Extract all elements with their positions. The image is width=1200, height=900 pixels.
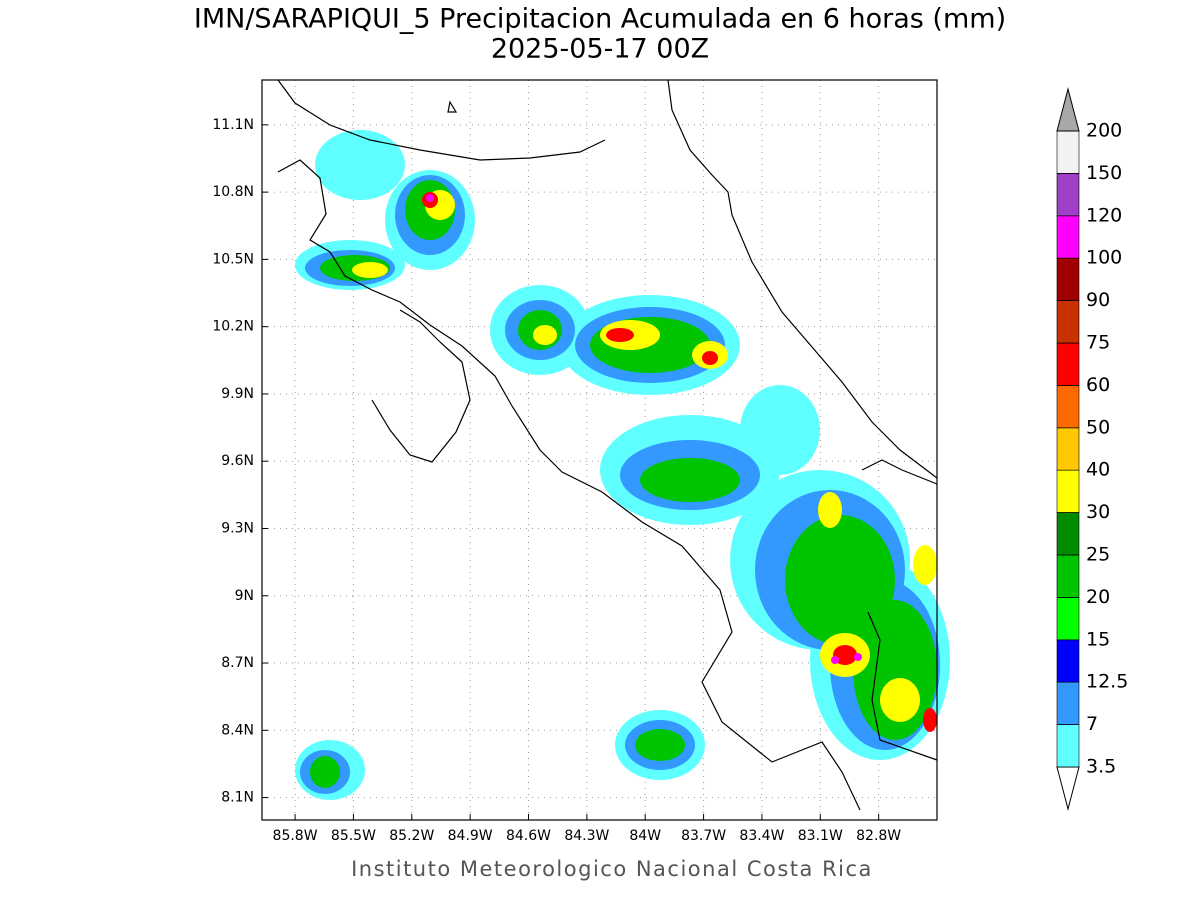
- colorbar-segment: [1056, 342, 1080, 386]
- colorbar-label: 40: [1086, 459, 1110, 481]
- y-tick-label: 8.4N: [221, 722, 254, 738]
- x-tick-label: 83.1W: [798, 828, 843, 844]
- colorbar-label: 120: [1086, 204, 1122, 226]
- colorbar-label: 3.5: [1086, 756, 1116, 778]
- colorbar-segment: [1056, 427, 1080, 471]
- colorbar-label: 25: [1086, 544, 1110, 566]
- map-frame: [261, 79, 938, 821]
- colorbar-label: 150: [1086, 162, 1122, 184]
- colorbar-segment: [1056, 512, 1080, 556]
- y-tick-label: 11.1N: [212, 117, 254, 133]
- colorbar-segment: [1056, 554, 1080, 598]
- x-tick-label: 84.9W: [448, 828, 493, 844]
- x-tick-label: 85.2W: [389, 828, 434, 844]
- colorbar-label: 12.5: [1086, 671, 1128, 693]
- y-tick-label: 10.5N: [212, 251, 254, 267]
- colorbar-label: 30: [1086, 501, 1110, 523]
- x-tick-label: 83.4W: [739, 828, 784, 844]
- coastlines: [277, 79, 938, 811]
- x-tick-label: 82.8W: [856, 828, 901, 844]
- colorbar-label: 7: [1086, 713, 1098, 735]
- y-tick-label: 10.8N: [212, 184, 254, 200]
- colorbar-label: 200: [1086, 120, 1122, 142]
- y-tick-label: 10.2N: [212, 319, 254, 335]
- y-tick-label: 9N: [235, 588, 254, 604]
- x-tick-label: 84W: [629, 828, 661, 844]
- colorbar-segment: [1056, 385, 1080, 429]
- precipitation: [295, 130, 950, 800]
- colorbar-label: 15: [1086, 628, 1110, 650]
- y-tick-label: 9.9N: [221, 386, 254, 402]
- colorbar-label: 75: [1086, 332, 1110, 354]
- colorbar-segment: [1056, 215, 1080, 259]
- colorbar-segment: [1056, 130, 1080, 174]
- x-tick-label: 83.7W: [681, 828, 726, 844]
- title: IMN/SARAPIQUI_5 Precipitacion Acumulada …: [194, 4, 1006, 35]
- colorbar-segment: [1056, 300, 1080, 344]
- colorbar-label: 100: [1086, 247, 1122, 269]
- colorbar-segment: [1056, 469, 1080, 513]
- y-tick-label: 9.6N: [221, 453, 254, 469]
- colorbar-label: 20: [1086, 586, 1110, 608]
- y-tick-label: 9.3N: [221, 520, 254, 536]
- x-tick-label: 84.3W: [564, 828, 609, 844]
- colorbar-under: [1056, 766, 1080, 811]
- y-tick-label: 8.7N: [221, 655, 254, 671]
- x-tick-label: 84.6W: [506, 828, 551, 844]
- colorbar-segment: [1056, 681, 1080, 725]
- colorbar-over: [1056, 87, 1080, 132]
- colorbar-label: 50: [1086, 416, 1110, 438]
- colorbar-segment: [1056, 597, 1080, 641]
- x-tick-label: 85.8W: [273, 828, 318, 844]
- footer: Instituto Meteorologico Nacional Costa R…: [351, 857, 873, 881]
- colorbar-segment: [1056, 257, 1080, 301]
- y-tick-label: 8.1N: [221, 790, 254, 806]
- x-tick-label: 85.5W: [331, 828, 376, 844]
- colorbar-label: 60: [1086, 374, 1110, 396]
- colorbar: 3.5 7 12.5 15 20 25 30 40 50 60 75 90 100 120 150 200: [1056, 87, 1128, 811]
- colorbar-label: 90: [1086, 289, 1110, 311]
- subtitle: 2025-05-17 00Z: [491, 34, 709, 65]
- colorbar-segment: [1056, 724, 1080, 768]
- colorbar-segment: [1056, 639, 1080, 683]
- colorbar-segment: [1056, 173, 1080, 217]
- axes: 85.8W 85.5W 85.2W 84.9W 84.6W 84.3W 84W 83.7W 83…: [212, 117, 901, 844]
